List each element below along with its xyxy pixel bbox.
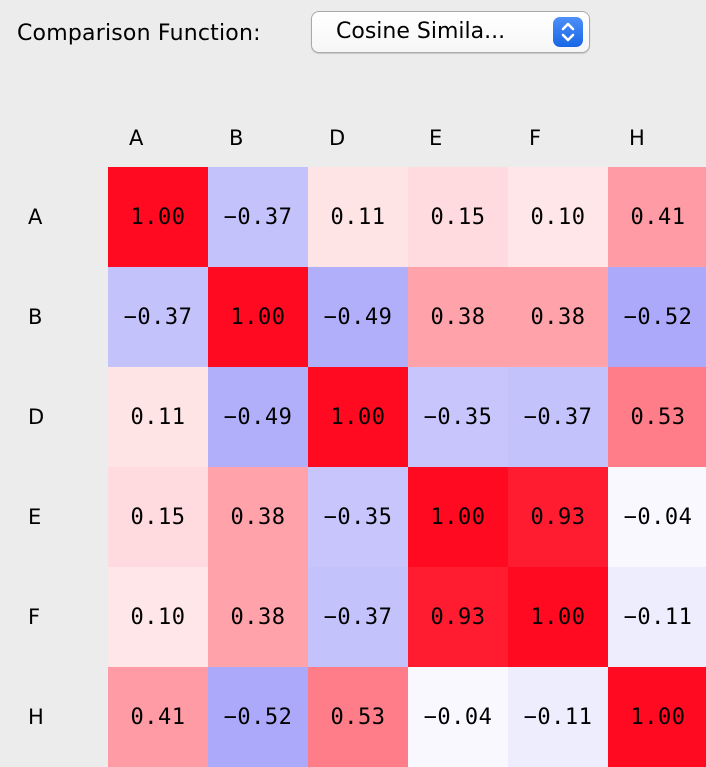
heatmap-cell: −0.11 xyxy=(608,567,706,667)
heatmap-cell: 1.00 xyxy=(308,367,408,467)
heatmap-cell: 0.38 xyxy=(508,267,608,367)
row-label-a: A xyxy=(28,205,43,229)
heatmap-cell: 0.38 xyxy=(208,567,308,667)
heatmap-cell: −0.52 xyxy=(608,267,706,367)
heatmap-cell: 0.53 xyxy=(608,367,706,467)
heatmap-cell: −0.35 xyxy=(408,367,508,467)
heatmap-cell: 0.53 xyxy=(308,667,408,767)
heatmap-cell: −0.11 xyxy=(508,667,608,767)
heatmap-cell: 0.38 xyxy=(208,467,308,567)
heatmap-cell: 0.15 xyxy=(408,167,508,267)
column-label-b: B xyxy=(229,126,244,150)
column-label-h: H xyxy=(629,126,645,150)
heatmap-cell: −0.04 xyxy=(408,667,508,767)
column-label-a: A xyxy=(129,126,144,150)
heatmap-cell: 0.11 xyxy=(308,167,408,267)
heatmap-cell: 1.00 xyxy=(208,267,308,367)
row-label-h: H xyxy=(28,705,44,729)
heatmap-cell: −0.49 xyxy=(308,267,408,367)
heatmap-cell: 1.00 xyxy=(608,667,706,767)
heatmap-cell: −0.35 xyxy=(308,467,408,567)
chevron-up-down-icon xyxy=(553,17,583,47)
heatmap-cell: −0.37 xyxy=(108,267,208,367)
comparison-function-label: Comparison Function: xyxy=(17,21,261,46)
heatmap-cell: −0.37 xyxy=(308,567,408,667)
heatmap-cell: −0.37 xyxy=(508,367,608,467)
heatmap-cell: 0.41 xyxy=(608,167,706,267)
heatmap-cell: 0.38 xyxy=(408,267,508,367)
column-label-f: F xyxy=(529,126,542,150)
heatmap-cell: 0.10 xyxy=(508,167,608,267)
heatmap-cell: −0.04 xyxy=(608,467,706,567)
column-label-e: E xyxy=(429,126,443,150)
heatmap-cell: 1.00 xyxy=(508,567,608,667)
heatmap-cell: 0.93 xyxy=(408,567,508,667)
heatmap-cell: −0.37 xyxy=(208,167,308,267)
row-label-f: F xyxy=(28,605,41,629)
row-label-b: B xyxy=(28,305,43,329)
toolbar: Comparison Function: Cosine Simila... xyxy=(0,0,706,70)
heatmap-cell: 0.93 xyxy=(508,467,608,567)
heatmap-cell: −0.49 xyxy=(208,367,308,467)
comparison-function-value: Cosine Simila... xyxy=(336,19,506,44)
heatmap-cell: 0.15 xyxy=(108,467,208,567)
heatmap-cell: 0.11 xyxy=(108,367,208,467)
heatmap-cell: 0.41 xyxy=(108,667,208,767)
heatmap-cell: 1.00 xyxy=(108,167,208,267)
heatmap-cell: 1.00 xyxy=(408,467,508,567)
heatmap-cell: −0.52 xyxy=(208,667,308,767)
row-label-d: D xyxy=(28,405,45,429)
row-label-e: E xyxy=(28,505,42,529)
comparison-function-select[interactable]: Cosine Simila... xyxy=(311,11,590,53)
heatmap-cell: 0.10 xyxy=(108,567,208,667)
column-label-d: D xyxy=(329,126,346,150)
